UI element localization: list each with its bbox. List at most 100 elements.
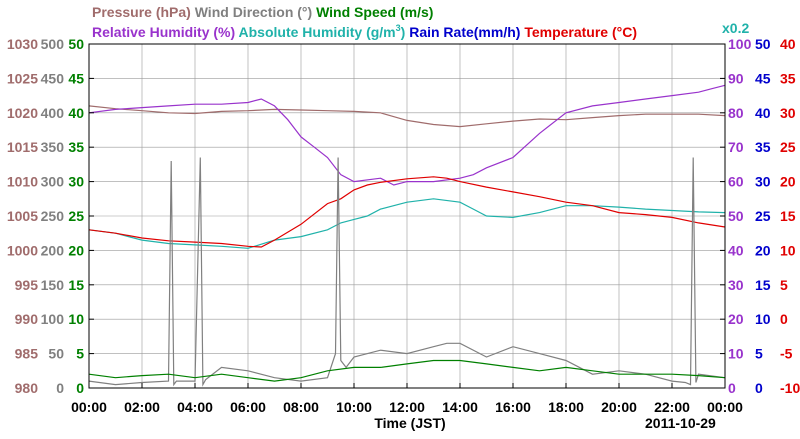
series-line-temperature-c <box>88 176 726 248</box>
legend-row-1: Pressure (hPa) Wind Direction (°) Wind S… <box>92 4 433 20</box>
y-tick-label-abs_humidity_rain: 30 <box>755 174 771 190</box>
y-tick-label-abs_humidity_rain: 25 <box>755 208 771 224</box>
y-tick-label-abs_humidity_rain: 0 <box>755 380 763 396</box>
y-tick-label-wind_speed: 10 <box>68 311 84 327</box>
y-tick-label-wind_dir: 100 <box>41 311 65 327</box>
x-tick-label: 00:00 <box>71 399 107 415</box>
y-tick-label-temperature: -10 <box>780 380 800 396</box>
x-tick-label: 18:00 <box>548 399 584 415</box>
y-tick-label-pressure: 990 <box>15 311 39 327</box>
y-tick-label-wind_speed: 40 <box>68 105 84 121</box>
y-tick-label-temperature: 10 <box>780 242 796 258</box>
x-tick-label: 02:00 <box>124 399 160 415</box>
y-tick-label-wind_dir: 350 <box>41 139 65 155</box>
x-tick-label: 20:00 <box>601 399 637 415</box>
y-tick-label-abs_humidity_rain: 45 <box>755 70 771 86</box>
y-tick-label-humidity: 80 <box>728 105 744 121</box>
y-tick-label-humidity: 100 <box>728 36 752 52</box>
y-tick-label-wind_speed: 15 <box>68 277 84 293</box>
legend-entry: Wind Speed (m/s) <box>312 4 433 20</box>
x-tick-label: 00:00 <box>707 399 743 415</box>
x-tick-label: 16:00 <box>495 399 531 415</box>
legend-entry: Relative Humidity (%) <box>92 24 235 40</box>
y-tick-label-wind_dir: 200 <box>41 242 65 258</box>
y-tick-label-humidity: 0 <box>728 380 736 396</box>
y-tick-label-pressure: 1015 <box>7 139 38 155</box>
y-tick-label-abs_humidity_rain: 10 <box>755 311 771 327</box>
y-tick-label-wind_speed: 0 <box>76 380 84 396</box>
y-tick-label-wind_dir: 50 <box>48 346 64 362</box>
legend-superscript: 3 <box>396 23 401 33</box>
y-tick-label-wind_speed: 35 <box>68 139 84 155</box>
y-tick-label-temperature: -5 <box>780 346 793 362</box>
y-tick-label-wind_dir: 450 <box>41 70 65 86</box>
y-tick-label-wind_speed: 20 <box>68 242 84 258</box>
x-tick-label: 12:00 <box>389 399 425 415</box>
series-line-wind-direction <box>88 157 726 387</box>
y-tick-label-wind_dir: 150 <box>41 277 65 293</box>
y-tick-label-wind_speed: 30 <box>68 174 84 190</box>
y-tick-label-pressure: 1010 <box>7 174 38 190</box>
y-tick-label-temperature: 30 <box>780 105 796 121</box>
y-tick-label-pressure: 1025 <box>7 70 38 86</box>
y-tick-label-humidity: 20 <box>728 311 744 327</box>
date-label: 2011-10-29 <box>645 415 716 431</box>
x-tick-label: 22:00 <box>654 399 690 415</box>
x-tick-label: 06:00 <box>230 399 266 415</box>
y-tick-label-humidity: 60 <box>728 174 744 190</box>
x-axis-label: Time (JST) <box>374 415 445 431</box>
y-tick-label-humidity: 10 <box>728 346 744 362</box>
y-tick-label-pressure: 1005 <box>7 208 38 224</box>
legend-entry: Rain Rate(mm/h) <box>405 24 520 40</box>
y-tick-label-pressure: 985 <box>15 346 39 362</box>
y-tick-label-abs_humidity_rain: 50 <box>755 36 771 52</box>
y-tick-label-wind_dir: 400 <box>41 105 65 121</box>
series-line-pressure-hpa <box>88 105 726 128</box>
y-tick-label-pressure: 1030 <box>7 36 38 52</box>
legend-entry: Temperature (°C) <box>520 24 637 40</box>
y-tick-label-temperature: 5 <box>780 277 788 293</box>
y-tick-label-temperature: 15 <box>780 208 796 224</box>
y-tick-label-abs_humidity_rain: 5 <box>755 346 763 362</box>
y-tick-label-abs_humidity_rain: 40 <box>755 105 771 121</box>
axes: 00:00 02:00 04:00 06:00 08:00 10:00 12:00 14:00… <box>7 36 800 415</box>
legend-entry: Wind Direction (°) <box>191 4 312 20</box>
y-tick-label-abs_humidity_rain: 35 <box>755 139 771 155</box>
y-tick-label-abs_humidity_rain: 20 <box>755 242 771 258</box>
y-tick-label-wind_speed: 45 <box>68 70 84 86</box>
grid <box>89 44 725 388</box>
y-tick-label-humidity: 30 <box>728 277 744 293</box>
y-tick-label-pressure: 980 <box>15 380 39 396</box>
y-tick-label-wind_dir: 500 <box>41 36 65 52</box>
legend-entry: Absolute Humidity (g/m <box>235 24 395 40</box>
y-tick-label-pressure: 1020 <box>7 105 38 121</box>
y-tick-label-temperature: 40 <box>780 36 796 52</box>
y-tick-label-pressure: 995 <box>15 277 39 293</box>
y-tick-label-wind_speed: 50 <box>68 36 84 52</box>
y-tick-label-humidity: 50 <box>728 208 744 224</box>
y-tick-label-pressure: 1000 <box>7 242 38 258</box>
x-tick-label: 10:00 <box>336 399 372 415</box>
x-tick-label: 04:00 <box>177 399 213 415</box>
y-tick-label-wind_dir: 250 <box>41 208 65 224</box>
y-tick-label-temperature: 20 <box>780 174 796 190</box>
legend: Pressure (hPa) Wind Direction (°) Wind S… <box>92 4 749 40</box>
y-tick-label-wind_speed: 25 <box>68 208 84 224</box>
x-tick-label: 14:00 <box>442 399 478 415</box>
legend-entry-suffix: ) <box>401 24 406 40</box>
series-group <box>88 84 726 387</box>
legend-entry: Pressure (hPa) <box>92 4 191 20</box>
y-tick-label-humidity: 40 <box>728 242 744 258</box>
x-tick-label: 08:00 <box>283 399 319 415</box>
series-line-absolute-humidity-g-m3 <box>88 198 726 249</box>
y-tick-label-temperature: 35 <box>780 70 796 86</box>
series-line-wind-speed-m-s <box>88 359 726 382</box>
y-tick-label-abs_humidity_rain: 15 <box>755 277 771 293</box>
y-tick-label-wind_speed: 5 <box>76 346 84 362</box>
legend-row-2: Relative Humidity (%) Absolute Humidity … <box>92 23 637 40</box>
y-tick-label-humidity: 70 <box>728 139 744 155</box>
abs-humidity-multiplier-label: x0.2 <box>722 20 749 36</box>
y-tick-label-temperature: 25 <box>780 139 796 155</box>
